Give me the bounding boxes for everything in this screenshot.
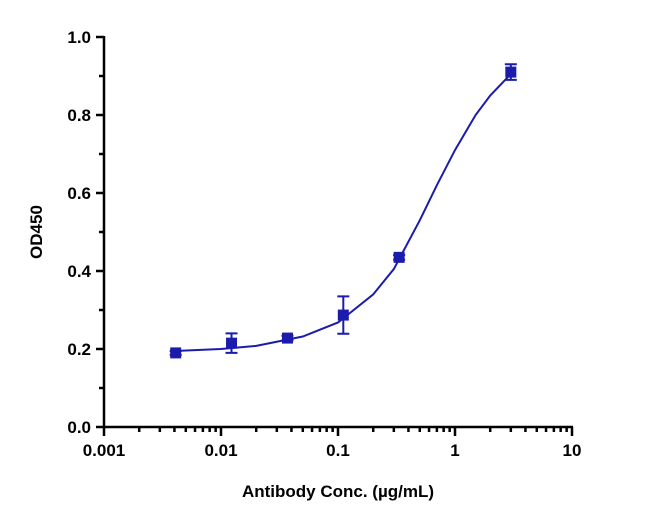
x-tick-label: 0.01 xyxy=(204,441,237,460)
fit-curve xyxy=(174,73,512,352)
point xyxy=(337,309,349,321)
x-tick-label: 0.001 xyxy=(83,441,126,460)
x-tick-label: 1 xyxy=(450,441,459,460)
x-tick-label: 0.1 xyxy=(326,441,350,460)
point xyxy=(170,347,182,359)
y-tick-label: 0.0 xyxy=(67,418,91,437)
y-tick-label: 0.6 xyxy=(67,184,91,203)
point xyxy=(393,251,405,263)
point xyxy=(505,66,517,78)
x-axis-title: Antibody Conc. (µg/mL) xyxy=(242,482,434,501)
point xyxy=(281,332,293,344)
x-tick-label: 10 xyxy=(563,441,582,460)
point xyxy=(226,337,238,349)
y-axis-title: OD450 xyxy=(27,205,46,259)
y-tick-label: 0.8 xyxy=(67,106,91,125)
y-tick-label: 0.4 xyxy=(67,262,91,281)
y-tick-label: 1.0 xyxy=(67,28,91,47)
y-tick-label: 0.2 xyxy=(67,340,91,359)
